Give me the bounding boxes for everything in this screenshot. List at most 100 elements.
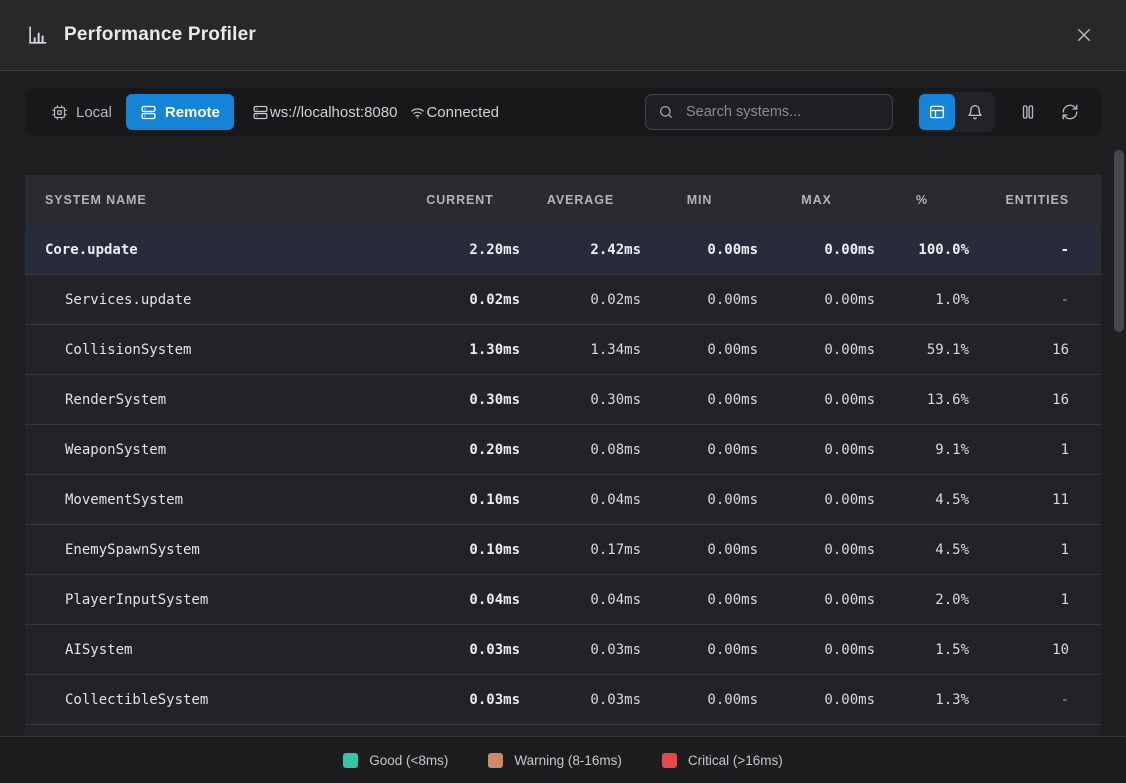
refresh-button[interactable] [1053,95,1087,129]
vertical-scrollbar[interactable] [1114,150,1124,332]
toolbar: Local Remote ws://localhost:8080 [25,88,1101,136]
cell-average: 0.04ms [590,491,641,508]
cell-system-name: RenderSystem [65,391,167,408]
cell-percent: 59.1% [926,341,969,358]
cell-current: 0.20ms [469,441,520,458]
bar-chart-icon [26,24,48,46]
cell-system-name: WeaponSystem [65,441,167,458]
remote-mode-label: Remote [164,103,220,121]
cell-average: 0.03ms [590,691,641,708]
table-row[interactable]: WeaponSystem 0.20ms 0.08ms 0.00ms 0.00ms 9.1%… [25,425,1101,475]
refresh-icon [1061,103,1079,121]
cell-entities: 16 [1052,391,1069,408]
cell-percent: 1.0% [935,291,969,308]
legend-good-label: Good (<8ms) [369,752,449,768]
table-row[interactable]: CollisionSystem 1.30ms 1.34ms 0.00ms 0.00ms 5… [25,325,1101,375]
legend-critical: Critical (>16ms) [661,752,783,768]
cell-system-name: Services.update [65,291,192,308]
cell-max: 0.00ms [824,641,875,658]
table-body: Core.update 2.20ms 2.42ms 0.00ms 0.00ms 100.0… [25,225,1101,725]
close-icon [1075,26,1093,44]
cell-current: 2.20ms [469,241,520,258]
table-row[interactable]: MovementSystem 0.10ms 0.04ms 0.00ms 0.00ms 4.… [25,475,1101,525]
bell-icon [966,103,984,121]
table-view-button[interactable] [919,94,955,130]
column-header-system-name[interactable]: SYSTEM NAME [45,193,147,207]
legend-good: Good (<8ms) [343,752,449,768]
cell-max: 0.00ms [824,241,875,258]
column-header-average[interactable]: AVERAGE [546,193,615,207]
search-box[interactable] [645,94,893,130]
cell-current: 0.10ms [469,491,520,508]
cell-min: 0.00ms [707,691,758,708]
title-bar: Performance Profiler [0,0,1126,71]
cell-current: 0.02ms [469,291,520,308]
cell-min: 0.00ms [707,441,758,458]
cell-system-name: MovementSystem [65,491,184,508]
cell-max: 0.00ms [824,391,875,408]
column-header-percent[interactable]: % [915,193,928,207]
cell-current: 0.10ms [469,541,520,558]
server-icon [140,104,157,121]
cell-min: 0.00ms [707,391,758,408]
table-row[interactable]: AISystem 0.03ms 0.03ms 0.00ms 0.00ms 1.5% 10 [25,625,1101,675]
cell-min: 0.00ms [707,241,758,258]
table-row-partial [25,725,1101,735]
cell-current: 0.04ms [469,591,520,608]
table-row[interactable]: Core.update 2.20ms 2.42ms 0.00ms 0.00ms 100.0… [25,225,1101,275]
cell-percent: 9.1% [935,441,969,458]
remote-mode-button[interactable]: Remote [125,94,234,130]
cell-min: 0.00ms [707,341,758,358]
pause-icon [1019,103,1037,121]
cell-entities: - [1060,241,1069,258]
cell-percent: 4.5% [935,491,969,508]
table-header-row: SYSTEM NAME CURRENT AVERAGE MIN MAX % EN… [25,175,1101,225]
cell-current: 1.30ms [469,341,520,358]
cell-current: 0.03ms [469,641,520,658]
table-row[interactable]: RenderSystem 0.30ms 0.30ms 0.00ms 0.00ms 13.6… [25,375,1101,425]
cell-max: 0.00ms [824,541,875,558]
cell-max: 0.00ms [824,291,875,308]
ws-url-text: ws://localhost:8080 [269,103,398,121]
column-header-max[interactable]: MAX [801,193,832,207]
cell-percent: 4.5% [935,541,969,558]
search-input[interactable] [684,103,880,121]
column-header-current[interactable]: CURRENT [426,193,494,207]
cell-percent: 1.3% [935,691,969,708]
cell-average: 0.30ms [590,391,641,408]
cell-average: 0.02ms [590,291,641,308]
cell-system-name: CollisionSystem [65,341,192,358]
local-mode-button[interactable]: Local [37,94,126,130]
cell-entities: 1 [1060,441,1069,458]
table-row[interactable]: EnemySpawnSystem 0.10ms 0.17ms 0.00ms 0.00ms… [25,525,1101,575]
cell-average: 0.04ms [590,591,641,608]
page-title: Performance Profiler [64,24,256,45]
cell-entities: 11 [1052,491,1069,508]
cell-entities: 1 [1060,591,1069,608]
cell-average: 1.34ms [590,341,641,358]
column-header-entities[interactable]: ENTITIES [1005,193,1069,207]
alerts-button[interactable] [957,94,993,130]
table-row[interactable]: PlayerInputSystem 0.04ms 0.04ms 0.00ms 0.00m… [25,575,1101,625]
cell-max: 0.00ms [824,691,875,708]
warning-swatch-icon [488,752,504,768]
close-button[interactable] [1066,17,1102,53]
cell-entities: - [1060,291,1069,308]
cell-max: 0.00ms [824,491,875,508]
column-header-min[interactable]: MIN [686,193,713,207]
table-row[interactable]: CollectibleSystem 0.03ms 0.03ms 0.00ms 0.00m… [25,675,1101,725]
legend-critical-label: Critical (>16ms) [687,752,783,768]
legend-bar: Good (<8ms) Warning (8-16ms) Critical (>… [0,736,1126,783]
table-row[interactable]: Services.update 0.02ms 0.02ms 0.00ms 0.00ms 1… [25,275,1101,325]
cell-min: 0.00ms [707,641,758,658]
cell-percent: 13.6% [926,391,969,408]
systems-table: SYSTEM NAME CURRENT AVERAGE MIN MAX % EN… [25,175,1101,735]
cell-average: 0.17ms [590,541,641,558]
cell-min: 0.00ms [707,491,758,508]
cell-system-name: CollectibleSystem [65,691,209,708]
cell-min: 0.00ms [707,291,758,308]
cell-percent: 1.5% [935,641,969,658]
cell-system-name: Core.update [45,241,138,258]
pause-button[interactable] [1011,95,1045,129]
cell-entities: 1 [1060,541,1069,558]
